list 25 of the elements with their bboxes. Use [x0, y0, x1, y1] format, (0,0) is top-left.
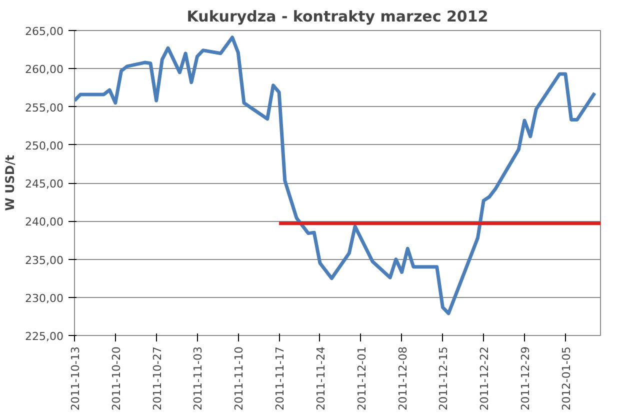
x-tick-label: 2011-10-27 [150, 346, 164, 410]
y-tick-label: 235,00 [25, 254, 64, 267]
x-tick-label: 2011-12-01 [355, 346, 368, 410]
y-tick-label: 265,00 [25, 25, 64, 38]
y-tick-label: 225,00 [25, 330, 64, 343]
y-axis-title: W USD/t [3, 154, 18, 211]
x-tick-label: 2011-11-10 [232, 346, 246, 410]
y-tick-label: 230,00 [25, 292, 64, 305]
x-tick-label: 2011-11-03 [192, 346, 205, 410]
y-tick-label: 240,00 [25, 216, 64, 229]
y-tick-label: 245,00 [25, 178, 64, 190]
x-tick-label: 2012-01-05 [560, 346, 573, 410]
x-tick-label: 2011-11-24 [314, 346, 328, 410]
x-tick-label: 2011-12-29 [519, 346, 532, 410]
chart-title: Kukurydza - kontrakty marzec 2012 [186, 8, 488, 26]
x-tick-label: 2011-10-20 [110, 346, 123, 410]
x-tick-label: 2011-12-08 [396, 346, 410, 410]
line-series [74, 36, 596, 316]
y-tick-label: 260,00 [25, 63, 64, 76]
y-tick-label: 250,00 [25, 139, 64, 152]
x-tick-label: 2011-12-22 [478, 346, 492, 410]
x-tick-label: 2011-10-13 [69, 346, 82, 410]
y-tick-label: 255,00 [25, 101, 64, 114]
x-tick-label: 2011-11-17 [274, 346, 287, 410]
x-tick-label: 2011-12-15 [437, 346, 450, 410]
